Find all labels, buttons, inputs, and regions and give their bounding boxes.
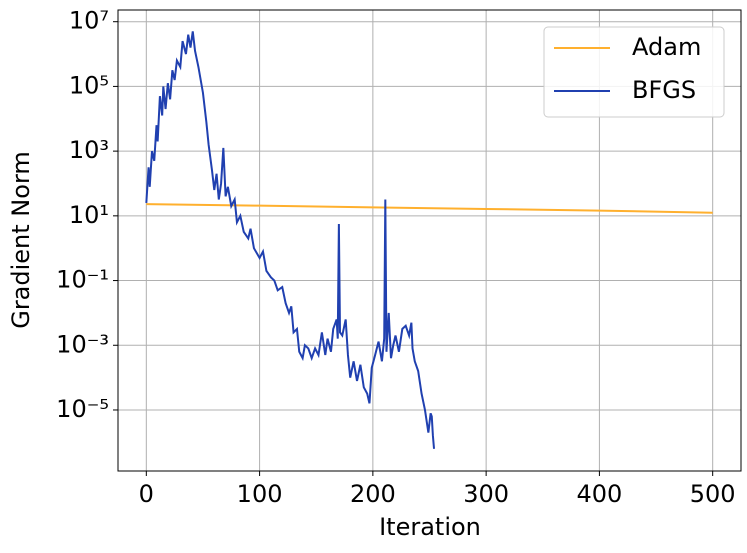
plot-frame [117, 9, 742, 472]
line [146, 203, 713, 214]
x-tick-label: 0 [139, 480, 154, 508]
line [145, 31, 436, 449]
y-tick-label: 10⁻³ [56, 330, 109, 358]
x-tick-label: 500 [690, 480, 736, 508]
y-axis-label: Gradient Norm [7, 151, 35, 329]
x-tick-label: 400 [577, 480, 623, 508]
x-tick-label: 300 [463, 480, 509, 508]
x-tick-label: 100 [237, 480, 283, 508]
y-tick-label: 10¹ [69, 201, 109, 229]
y-tick-label: 10⁻⁵ [56, 395, 109, 423]
y-tick-label: 10⁻¹ [56, 266, 109, 294]
legend-box [543, 26, 725, 118]
x-axis-label: Iteration [379, 513, 481, 541]
x-tick-label: 200 [350, 480, 396, 508]
legend-label: Adam [632, 33, 701, 61]
y-tick-label: 10⁷ [69, 7, 109, 35]
y-tick-label: 10³ [69, 136, 109, 164]
legend-label: BFGS [632, 76, 696, 104]
y-tick-label: 10⁵ [69, 71, 109, 99]
